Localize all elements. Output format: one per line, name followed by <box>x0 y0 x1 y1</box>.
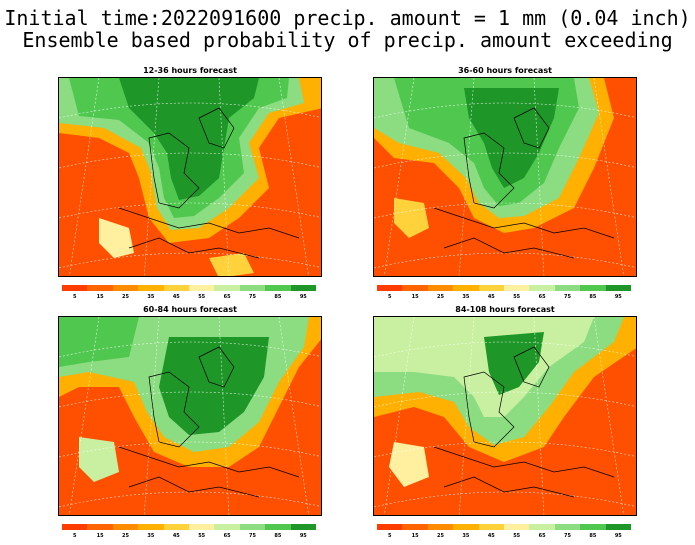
colorbar-swatch <box>478 285 505 291</box>
colorbar-tick-label: 35 <box>147 533 155 539</box>
colorbar-swatch <box>377 285 403 291</box>
colorbar-swatch <box>62 285 88 291</box>
colorbar <box>62 524 317 530</box>
colorbar-swatch <box>504 524 530 530</box>
colorbar-tick-label: 5 <box>387 294 392 300</box>
colorbar-tick-label: 95 <box>299 533 307 539</box>
colorbar-swatch <box>453 524 479 530</box>
colorbar-tick-label: 5 <box>72 533 77 539</box>
colorbar <box>377 524 632 530</box>
colorbar-swatch <box>265 524 291 530</box>
colorbar-tick-label: 45 <box>487 533 495 539</box>
colorbar <box>62 285 317 291</box>
colorbar-tick-label: 55 <box>198 533 206 539</box>
colorbar-tick-label: 15 <box>96 294 104 300</box>
colorbar-swatch <box>478 524 505 530</box>
colorbar-tick-label: 25 <box>437 533 444 539</box>
colorbar-swatch <box>377 524 403 530</box>
probability-map <box>58 316 322 516</box>
colorbar-swatch <box>138 285 164 291</box>
colorbar-tick-label: 85 <box>589 533 597 539</box>
colorbar-tick-label: 75 <box>249 533 256 539</box>
colorbar-swatch <box>214 285 240 291</box>
colorbar-swatch <box>189 285 215 291</box>
colorbar-swatch <box>605 285 632 291</box>
colorbar-tick-label: 75 <box>249 294 256 300</box>
colorbar-swatch <box>402 285 428 291</box>
colorbar-swatch <box>554 524 581 530</box>
colorbar-swatch <box>87 524 113 530</box>
colorbar-swatch <box>87 285 113 291</box>
colorbar-labels: 5 15 25 35 45 55 65 75 85 95 <box>62 533 316 541</box>
header-line-1: Initial time:2022091600 precip. amount =… <box>4 6 691 30</box>
header-line-2: Ensemble based probability of precip. am… <box>22 28 673 52</box>
colorbar-swatch <box>605 524 632 530</box>
colorbar-tick-label: 35 <box>462 294 470 300</box>
colorbar-tick-label: 55 <box>513 533 521 539</box>
colorbar-swatch <box>214 524 240 530</box>
colorbar-tick-label: 45 <box>487 294 495 300</box>
colorbar-swatch <box>504 285 530 291</box>
panel-title: 12-36 hours forecast <box>143 66 237 75</box>
colorbar-tick-label: 25 <box>437 294 444 300</box>
colorbar-tick-label: 5 <box>387 533 392 539</box>
colorbar-swatch <box>138 524 164 530</box>
colorbar-tick-label: 75 <box>564 533 571 539</box>
colorbar-tick-label: 75 <box>564 294 571 300</box>
colorbar-tick-label: 45 <box>172 294 180 300</box>
colorbar-tick-label: 55 <box>513 294 521 300</box>
colorbar-swatch <box>239 285 266 291</box>
colorbar-tick-label: 35 <box>462 533 470 539</box>
colorbar-swatch <box>265 285 291 291</box>
colorbar-tick-label: 35 <box>147 294 155 300</box>
colorbar-tick-label: 95 <box>614 294 622 300</box>
colorbar-swatch <box>402 524 428 530</box>
colorbar <box>377 285 632 291</box>
colorbar-swatch <box>427 285 454 291</box>
colorbar-swatch <box>239 524 266 530</box>
colorbar-swatch <box>529 285 555 291</box>
colorbar-tick-label: 65 <box>538 294 546 300</box>
colorbar-swatch <box>554 285 581 291</box>
colorbar-swatch <box>62 524 88 530</box>
colorbar-tick-label: 85 <box>274 533 282 539</box>
colorbar-tick-label: 15 <box>96 533 104 539</box>
colorbar-labels: 5 15 25 35 45 55 65 75 85 95 <box>377 294 631 302</box>
colorbar-tick-label: 85 <box>589 294 597 300</box>
colorbar-swatch <box>163 285 190 291</box>
colorbar-swatch <box>529 524 555 530</box>
probability-map <box>58 77 322 277</box>
panel-title: 84-108 hours forecast <box>455 305 555 314</box>
colorbar-labels: 5 15 25 35 45 55 65 75 85 95 <box>377 533 631 541</box>
colorbar-tick-label: 5 <box>72 294 77 300</box>
colorbar-labels: 5 15 25 35 45 55 65 75 85 95 <box>62 294 316 302</box>
colorbar-swatch <box>189 524 215 530</box>
colorbar-swatch <box>163 524 190 530</box>
colorbar-swatch <box>580 524 606 530</box>
colorbar-tick-label: 85 <box>274 294 282 300</box>
colorbar-swatch <box>290 285 317 291</box>
panel-title: 60-84 hours forecast <box>143 305 237 314</box>
colorbar-tick-label: 65 <box>223 533 231 539</box>
probability-map <box>373 77 637 277</box>
colorbar-swatch <box>427 524 454 530</box>
colorbar-tick-label: 95 <box>299 294 307 300</box>
colorbar-tick-label: 15 <box>411 533 419 539</box>
colorbar-tick-label: 65 <box>223 294 231 300</box>
colorbar-tick-label: 65 <box>538 533 546 539</box>
panel-title: 36-60 hours forecast <box>458 66 552 75</box>
colorbar-swatch <box>112 524 139 530</box>
colorbar-tick-label: 55 <box>198 294 206 300</box>
colorbar-tick-label: 25 <box>122 533 129 539</box>
colorbar-tick-label: 25 <box>122 294 129 300</box>
colorbar-tick-label: 15 <box>411 294 419 300</box>
colorbar-tick-label: 95 <box>614 533 622 539</box>
probability-map <box>373 316 637 516</box>
colorbar-tick-label: 45 <box>172 533 180 539</box>
colorbar-swatch <box>453 285 479 291</box>
colorbar-swatch <box>290 524 317 530</box>
colorbar-swatch <box>580 285 606 291</box>
colorbar-swatch <box>112 285 139 291</box>
